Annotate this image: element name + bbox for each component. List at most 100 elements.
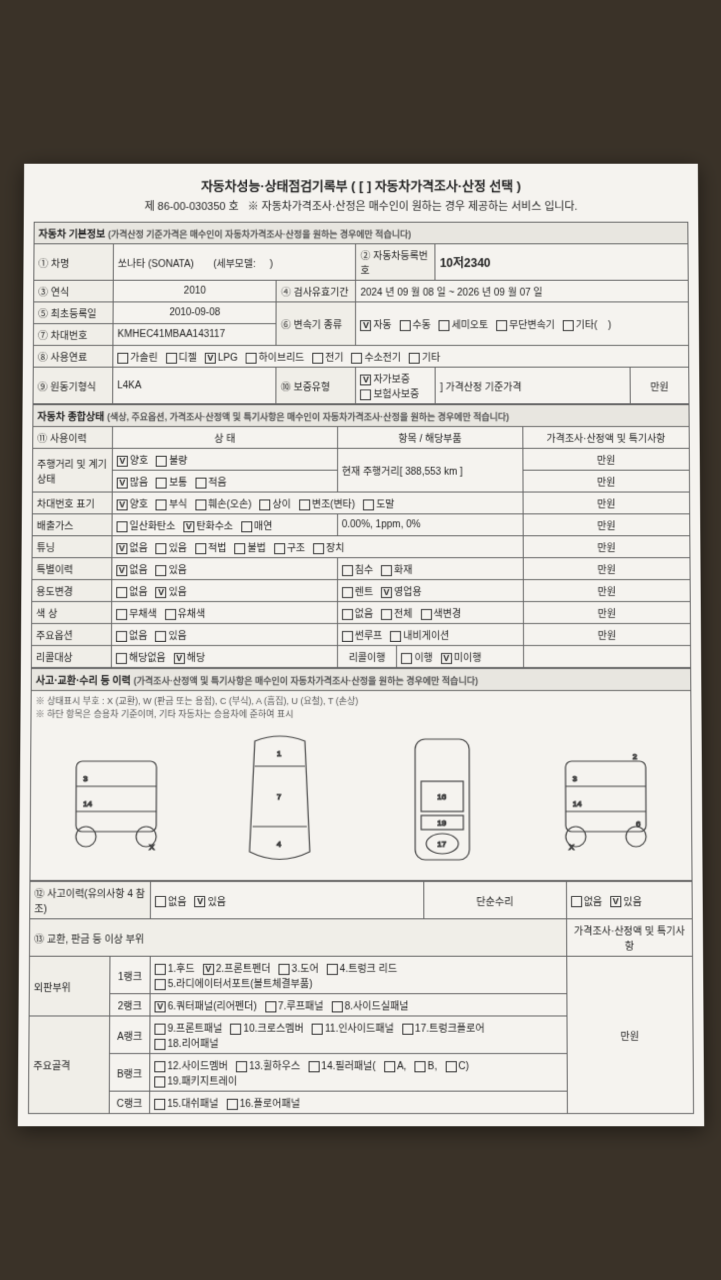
car-name: 쏘나타 (SONATA) xyxy=(117,258,193,269)
checkbox-option[interactable]: 렌트 xyxy=(341,583,372,598)
checkbox-option[interactable]: LPG xyxy=(204,352,237,363)
checkbox-option[interactable]: 일산화탄소 xyxy=(116,517,175,532)
checkbox-option[interactable]: 15.대쉬패널 xyxy=(154,1094,218,1109)
checkbox-option[interactable]: 있음 xyxy=(610,892,642,907)
checkbox-option[interactable]: 해당 xyxy=(173,648,204,663)
checkbox-option[interactable]: 양호 xyxy=(116,451,147,466)
checkbox-option[interactable]: 하이브리드 xyxy=(245,348,304,363)
checkbox-option[interactable]: 썬루프 xyxy=(341,627,382,642)
checkbox-option[interactable]: 있음 xyxy=(155,539,186,554)
checkbox-option[interactable]: 3.도어 xyxy=(278,959,318,974)
checkbox-option[interactable]: 보험사보증 xyxy=(360,385,419,400)
checkbox-option[interactable]: 수동 xyxy=(399,316,430,331)
checkbox-option[interactable]: 기타 xyxy=(408,348,439,363)
checkbox-option[interactable]: 없음 xyxy=(115,627,146,642)
basic-section-note: (가격산정 기준가격은 매수인이 자동차가격조사·산정을 원하는 경우에만 적습… xyxy=(107,229,410,239)
checkbox-option[interactable]: 6.쿼터패널(리어펜더) xyxy=(154,997,256,1012)
checkbox-option[interactable]: 10.크로스멤버 xyxy=(230,1019,303,1034)
accident-table: 사고·교환·수리 등 이력 (가격조사·산정액 및 특기사항은 매수인이 자동차… xyxy=(30,667,691,722)
checkbox-option[interactable]: 매연 xyxy=(241,517,272,532)
checkbox-option[interactable]: 없음 xyxy=(116,539,147,554)
checkbox-option[interactable]: 이행 xyxy=(401,648,432,663)
checkbox-option[interactable]: 무채색 xyxy=(116,605,157,620)
checkbox-option[interactable]: 변조(변타) xyxy=(298,495,354,510)
checkbox-option[interactable]: 19.패키지트레이 xyxy=(154,1072,237,1087)
checkbox-option[interactable]: A, xyxy=(383,1061,406,1072)
checkbox-option[interactable]: B, xyxy=(414,1061,437,1072)
checkbox-option[interactable]: 14.필러패널( xyxy=(308,1057,376,1072)
car-top-outer: 1 7 4 xyxy=(224,731,335,872)
checkbox-option[interactable]: 해당없음 xyxy=(115,648,165,663)
checkbox-option[interactable]: 탄화수소 xyxy=(183,517,233,532)
car-diagrams: 3 14 X 1 7 4 16 19 17 xyxy=(29,723,692,881)
checkbox-option[interactable]: 적법 xyxy=(195,539,226,554)
form-subtitle: 제 86-00-030350 호 ※ 자동차가격조사·산정은 매수인이 원하는 … xyxy=(33,198,688,214)
checkbox-option[interactable]: 없음 xyxy=(570,892,602,907)
checkbox-option[interactable]: 9.프론트패널 xyxy=(154,1019,222,1034)
svg-text:14: 14 xyxy=(83,799,93,808)
checkbox-option[interactable]: 불량 xyxy=(156,451,187,466)
checkbox-option[interactable]: 4.트렁크 리드 xyxy=(326,959,397,974)
checkbox-option[interactable]: 1.후드 xyxy=(154,959,194,974)
checkbox-option[interactable]: 디젤 xyxy=(165,348,196,363)
header-note: ※ 자동차가격조사·산정은 매수인이 원하는 경우 제공하는 서비스 입니다. xyxy=(247,201,577,213)
checkbox-option[interactable]: 부식 xyxy=(155,495,186,510)
checkbox-option[interactable]: 전기 xyxy=(312,348,343,363)
checkbox-option[interactable]: 있음 xyxy=(155,627,186,642)
checkbox-option[interactable]: 적음 xyxy=(195,473,226,488)
checkbox-option[interactable]: 훼손(오손) xyxy=(195,495,251,510)
checkbox-option[interactable]: 구조 xyxy=(273,539,304,554)
checkbox-option[interactable]: 많음 xyxy=(116,473,147,488)
doc-no: 86-00-030350 xyxy=(157,201,225,213)
checkbox-option[interactable]: 12.사이드멤버 xyxy=(154,1057,228,1072)
checkbox-option[interactable]: 전체 xyxy=(381,605,412,620)
checkbox-option[interactable]: 자동 xyxy=(360,316,391,331)
checkbox-option[interactable]: 보통 xyxy=(156,473,187,488)
checkbox-option[interactable]: 수소전기 xyxy=(351,348,401,363)
svg-text:7: 7 xyxy=(276,792,281,801)
checkbox-option[interactable]: 미이행 xyxy=(440,648,481,663)
svg-text:1: 1 xyxy=(276,749,281,758)
checkbox-option[interactable]: 16.플로어패널 xyxy=(226,1094,300,1109)
checkbox-option[interactable]: 영업용 xyxy=(381,583,422,598)
checkbox-option[interactable]: 침수 xyxy=(341,561,372,576)
checkbox-option[interactable]: 상이 xyxy=(259,495,290,510)
checkbox-option[interactable]: 있음 xyxy=(194,892,226,907)
checkbox-option[interactable]: 불법 xyxy=(234,539,265,554)
checkbox-option[interactable]: 13.휠하우스 xyxy=(235,1057,299,1072)
engine: L4KA xyxy=(112,367,276,404)
checkbox-option[interactable]: 7.루프패널 xyxy=(264,997,323,1012)
checkbox-option[interactable]: 내비게이션 xyxy=(390,627,449,642)
checkbox-option[interactable]: 18.리어패널 xyxy=(154,1034,218,1049)
checkbox-option[interactable]: 화재 xyxy=(381,561,412,576)
checkbox-option[interactable]: 있음 xyxy=(155,561,186,576)
checkbox-option[interactable]: 유채색 xyxy=(164,605,205,620)
checkbox-option[interactable]: 자가보증 xyxy=(360,370,410,385)
checkbox-option[interactable]: 도말 xyxy=(363,495,394,510)
checkbox-option[interactable]: 장치 xyxy=(313,539,344,554)
svg-text:4: 4 xyxy=(276,839,281,848)
checkbox-option[interactable]: 양호 xyxy=(116,495,147,510)
checkbox-option[interactable]: 기타( xyxy=(562,316,597,331)
svg-text:3: 3 xyxy=(572,774,577,783)
checkbox-option[interactable]: C) xyxy=(445,1061,469,1072)
checkbox-option[interactable]: 색변경 xyxy=(420,605,461,620)
checkbox-option[interactable]: 없음 xyxy=(154,892,186,907)
checkbox-option[interactable]: 있음 xyxy=(155,583,186,598)
checkbox-option[interactable]: 없음 xyxy=(341,605,372,620)
accident-detail-table: ⑫ 사고이력(유의사항 4 참조) 없음있음 단순수리 없음있음 ⑬ 교환, 판… xyxy=(27,880,693,1113)
checkbox-option[interactable]: 5.라디에이터서포트(볼트체결부품) xyxy=(154,974,312,989)
checkbox-option[interactable]: 17.트렁크플로어 xyxy=(401,1019,484,1034)
checkbox-option[interactable]: 없음 xyxy=(116,583,147,598)
checkbox-option[interactable]: 11.인사이드패널 xyxy=(311,1019,393,1034)
doc-no-prefix: 제 xyxy=(144,201,154,213)
checkbox-option[interactable]: 무단변속기 xyxy=(496,316,555,331)
checkbox-option[interactable]: 가솔린 xyxy=(117,348,157,363)
basic-info-table: 자동차 기본정보 (가격산정 기준가격은 매수인이 자동차가격조사·산정을 원하… xyxy=(32,221,689,404)
checkbox-option[interactable]: 세미오토 xyxy=(438,316,488,331)
name-lbl: ① 차명 xyxy=(33,243,113,279)
checkbox-option[interactable]: 2.프론트펜더 xyxy=(202,959,270,974)
inspect-to: 2026 년 09 월 07 일 xyxy=(457,287,542,298)
checkbox-option[interactable]: 없음 xyxy=(116,561,147,576)
checkbox-option[interactable]: 8.사이드실패널 xyxy=(331,997,408,1012)
